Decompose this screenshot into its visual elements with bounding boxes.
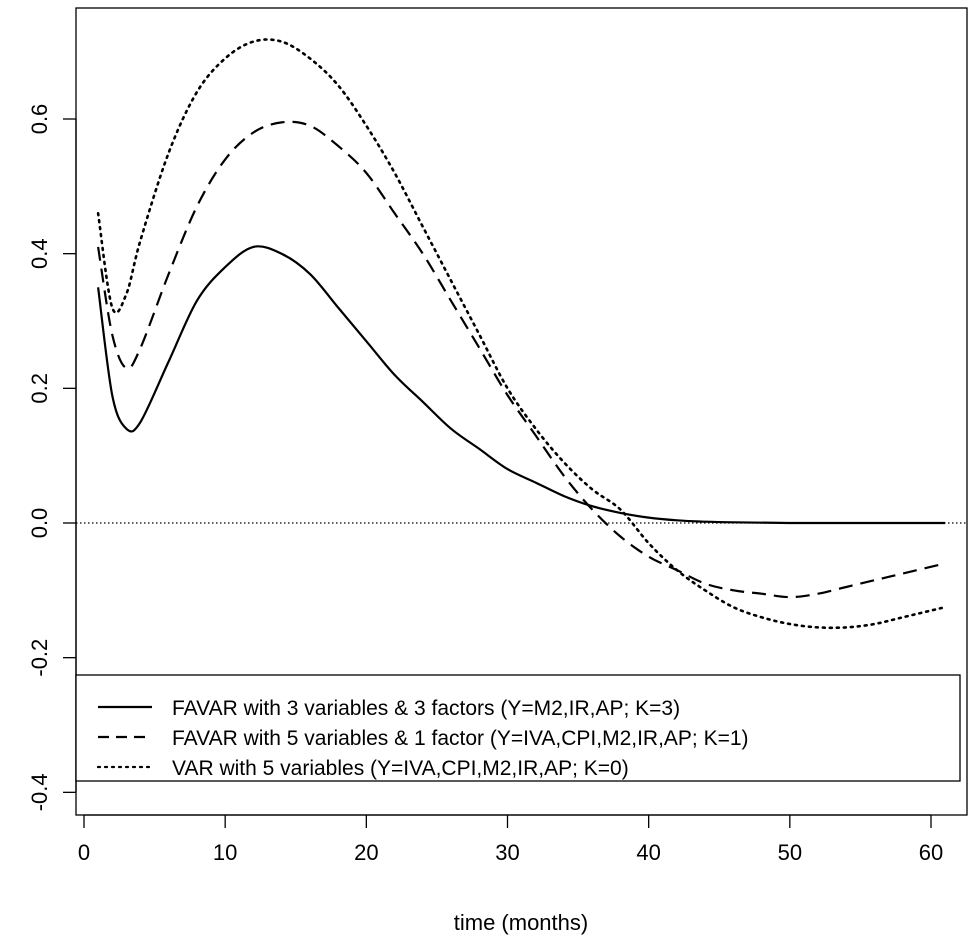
x-tick-label: 20: [354, 840, 378, 865]
y-tick-label: 0.0: [27, 508, 52, 539]
x-tick-label: 30: [495, 840, 519, 865]
y-tick-label: 0.4: [27, 238, 52, 269]
series-line-1: [97, 245, 946, 525]
legend-box: [75, 674, 961, 782]
y-tick-label: -0.4: [27, 773, 52, 811]
x-tick-label: 10: [213, 840, 237, 865]
legend-label-1: FAVAR with 3 variables & 3 factors (Y=M2…: [172, 697, 680, 720]
legend: FAVAR with 3 variables & 3 factors (Y=M2…: [75, 674, 961, 782]
x-tick-label: 40: [636, 840, 660, 865]
x-tick-label: 0: [78, 840, 90, 865]
x-tick-label: 50: [778, 840, 802, 865]
y-axis: -0.4 -0.2 0.0 0.2 0.4 0.6: [27, 104, 77, 811]
series-line-2: [97, 120, 946, 599]
x-axis-label: time (months): [454, 910, 588, 935]
x-tick-label: 60: [919, 840, 943, 865]
y-tick-label: 0.2: [27, 373, 52, 404]
y-tick-label: -0.2: [27, 639, 52, 677]
legend-label-3: VAR with 5 variables (Y=IVA,CPI,M2,IR,AP…: [172, 757, 629, 780]
y-tick-label: 0.6: [27, 104, 52, 135]
x-axis: 0 10 20 30 40 50 60: [78, 814, 943, 865]
series-line-3: [96, 38, 947, 630]
legend-label-2: FAVAR with 5 variables & 1 factor (Y=IVA…: [172, 727, 749, 750]
series-layer: [96, 38, 947, 630]
